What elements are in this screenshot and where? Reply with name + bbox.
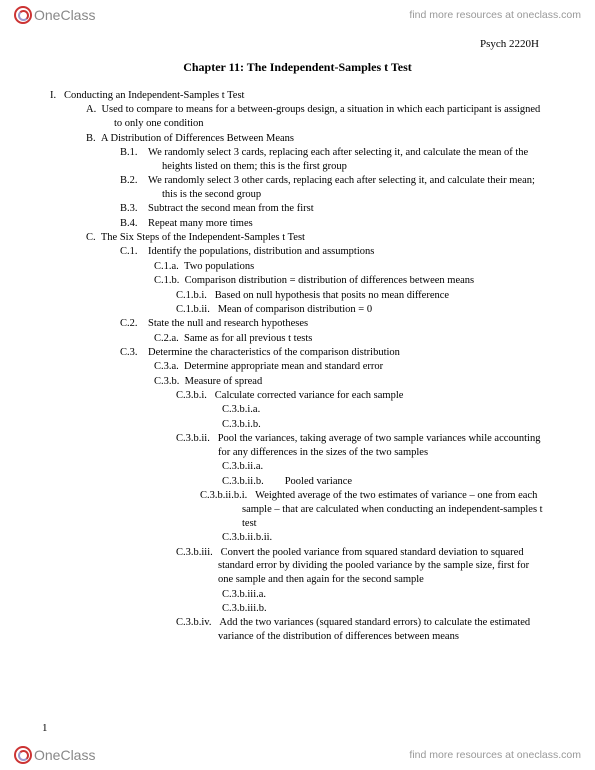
outline-item: C.3.b.ii.b.ii. (222, 531, 545, 545)
outline-item: C.3.a. Determine appropriate mean and st… (154, 360, 545, 374)
logo-icon (14, 746, 32, 764)
outline-item: B.3. Subtract the second mean from the f… (120, 202, 545, 216)
outline-item: C.3.b.iii. Convert the pooled variance f… (176, 546, 545, 588)
brand-logo-footer[interactable]: OneClass (14, 746, 95, 764)
chapter-title: Chapter 11: The Independent-Samples t Te… (50, 60, 545, 75)
outline-item: C.3.b.ii.b.i. Weighted average of the tw… (200, 489, 545, 531)
outline-item: C.3.b.iii.b. (222, 602, 545, 616)
outline-item: C.3.b.ii.b. Pooled variance (222, 475, 545, 489)
outline-item: C.1.b. Comparison distribution = distrib… (154, 274, 545, 288)
outline-item: C.2. State the null and research hypothe… (120, 317, 545, 331)
outline-item: C.3.b.iii.a. (222, 588, 545, 602)
brand-name: OneClass (34, 7, 95, 23)
resources-link-bottom[interactable]: find more resources at oneclass.com (409, 749, 581, 761)
outline-item: B.2. We randomly select 3 other cards, r… (120, 174, 545, 202)
brand-logo[interactable]: OneClass (14, 6, 95, 24)
outline-item: A. Used to compare to means for a betwee… (86, 103, 545, 131)
document-page: Psych 2220H Chapter 11: The Independent-… (0, 30, 595, 740)
outline-item: C.1. Identify the populations, distribut… (120, 245, 545, 259)
outline-item: C.3.b. Measure of spread (154, 375, 545, 389)
outline-item: C.3.b.i.b. (222, 418, 545, 432)
outline-item: C.2.a. Same as for all previous t tests (154, 332, 545, 346)
outline-item: C.3.b.ii.a. (222, 460, 545, 474)
footer-bar: OneClass find more resources at oneclass… (0, 740, 595, 770)
outline-item: C.1.b.i. Based on null hypothesis that p… (176, 289, 545, 303)
outline-item: C.1.a. Two populations (154, 260, 545, 274)
outline-item: C. The Six Steps of the Independent-Samp… (86, 231, 545, 245)
outline-item: C.3.b.i.a. (222, 403, 545, 417)
outline: I. Conducting an Independent-Samples t T… (50, 89, 545, 644)
outline-item: I. Conducting an Independent-Samples t T… (50, 89, 545, 103)
outline-item: C.3.b.iv. Add the two variances (squared… (176, 616, 545, 644)
page-number: 1 (42, 722, 48, 734)
outline-item: C.3.b.i. Calculate corrected variance fo… (176, 389, 545, 403)
outline-item: C.3. Determine the characteristics of th… (120, 346, 545, 360)
brand-name-footer: OneClass (34, 747, 95, 763)
logo-icon (14, 6, 32, 24)
course-code: Psych 2220H (50, 38, 545, 50)
outline-item: B.4. Repeat many more times (120, 217, 545, 231)
header-bar: OneClass find more resources at oneclass… (0, 0, 595, 30)
outline-item: B. A Distribution of Differences Between… (86, 132, 545, 146)
outline-item: B.1. We randomly select 3 cards, replaci… (120, 146, 545, 174)
outline-item: C.1.b.ii. Mean of comparison distributio… (176, 303, 545, 317)
resources-link-top[interactable]: find more resources at oneclass.com (409, 9, 581, 21)
outline-item: C.3.b.ii. Pool the variances, taking ave… (176, 432, 545, 460)
